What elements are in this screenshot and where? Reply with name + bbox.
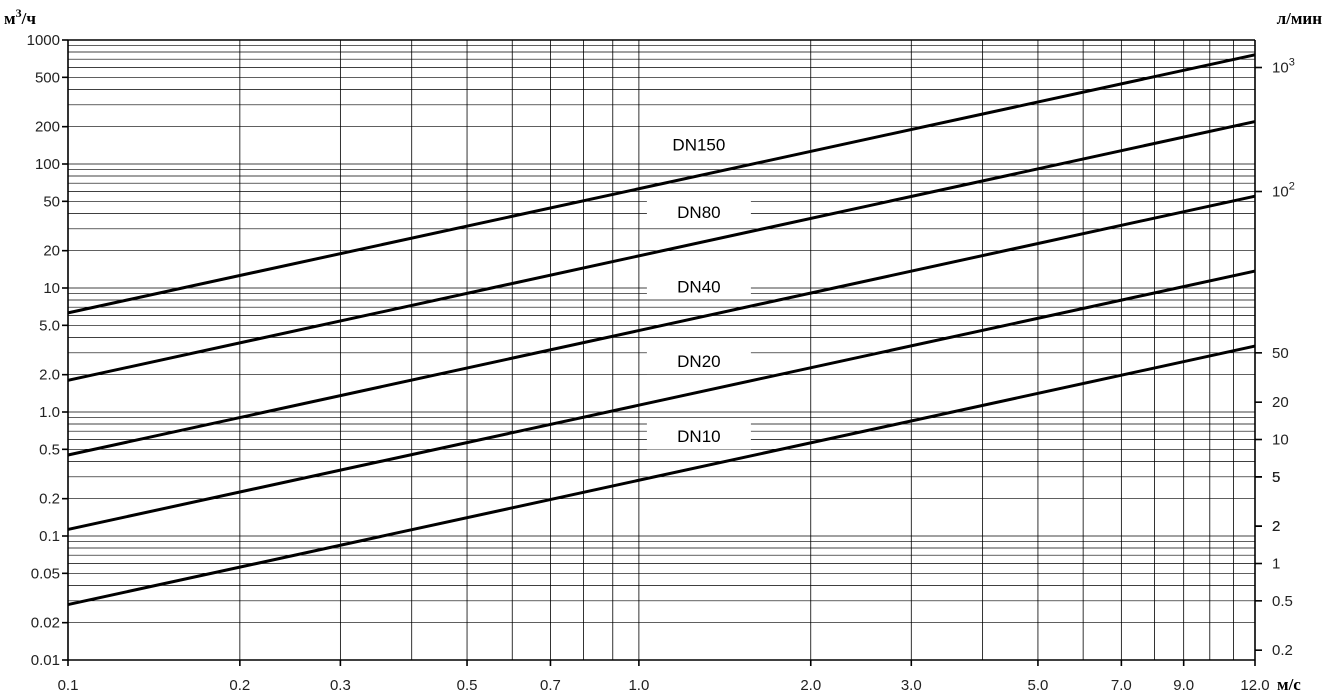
y2-tick-label: 10 [1272,432,1289,449]
series-label-bg [646,423,751,450]
y2-tick-label: 2 [1272,518,1280,535]
series-label-dn10: DN10 [677,427,720,446]
series-label-bg [646,348,751,375]
y2-tick-label: 0.5 [1272,593,1293,610]
y-tick-label: 100 [35,156,60,173]
y2-tick-label: 0.2 [1272,642,1293,659]
y2-tick-label: 103 [1272,57,1295,77]
series-label-dn20: DN20 [677,352,720,371]
series-line-dn20 [67,269,1256,531]
y2-tick-label: 5 [1272,469,1280,486]
series-line-dn40 [67,194,1256,457]
x-tick-label: 0.2 [229,677,250,694]
x-tick-label: 12.0 [1240,677,1269,694]
y2-tick-label: 5 [1272,469,1280,486]
y-tick-label: 0.05 [31,565,60,582]
y-axis-unit-left: м3/ч [4,6,36,28]
series-labels: DN150 DN80 DN40 DN20 DN10 [646,131,751,450]
series-line-dn150 [67,53,1256,315]
x-tick-label: 9.0 [1173,677,1194,694]
x-tick-label: 1.0 [628,677,649,694]
series-line-dn80 [67,120,1256,382]
y-tick-label: 0.02 [31,615,60,632]
y2-tick-label: 102 [1272,181,1295,201]
y-tick-label: 1.0 [39,404,60,421]
y-tick-label: 0.5 [39,441,60,458]
series-line-dn10 [67,344,1256,607]
y2-tick-label: 20 [1272,394,1289,411]
series-label-bg [646,198,751,225]
x-tick-label: 0.3 [330,677,351,694]
y-tick-label: 20 [43,243,60,260]
y2-tick-label: 1 [1272,556,1280,573]
y-tick-label: 1000 [27,32,60,49]
series-lines [67,53,1256,607]
x-tick-label: 2.0 [800,677,821,694]
y-tick-label: 2.0 [39,367,60,384]
x-tick-label: 5.0 [1028,677,1049,694]
x-tick-label: 7.0 [1111,677,1132,694]
series-label-dn40: DN40 [677,278,720,297]
y2-tick-label: 50 [1272,345,1289,362]
y-tick-label: 50 [43,193,60,210]
y-tick-label: 0.01 [31,652,60,669]
y2-tick-label: 5 [1272,469,1280,486]
y-tick-label: 200 [35,119,60,136]
y-tick-label: 500 [35,69,60,86]
x-axis-unit: м/с [1277,675,1301,694]
series-label-dn150: DN150 [672,136,725,155]
y-tick-label: 0.1 [39,528,60,545]
y-tick-label: 10 [43,280,60,297]
y2-tick-label: 2 [1272,518,1280,535]
y2-tick-label: 2 [1272,518,1280,535]
y-tick-label: 0.2 [39,491,60,508]
y-axis-unit-right: л/мин [1277,9,1323,28]
x-tick-label: 0.7 [540,677,561,694]
tick-labels: 1000 500 200 100 50 20 10 5.0 2.0 1.0 0.5 0.2 0.1 0.0… [27,32,1295,694]
y-tick-label: 5.0 [39,317,60,334]
x-tick-label: 0.5 [457,677,478,694]
grid [68,40,1255,661]
series-label-bg [646,131,751,158]
x-tick-label: 0.1 [58,677,79,694]
series-label-dn80: DN80 [677,203,720,222]
x-tick-label: 3.0 [901,677,922,694]
series-label-bg [646,273,751,300]
axes [62,39,1262,666]
